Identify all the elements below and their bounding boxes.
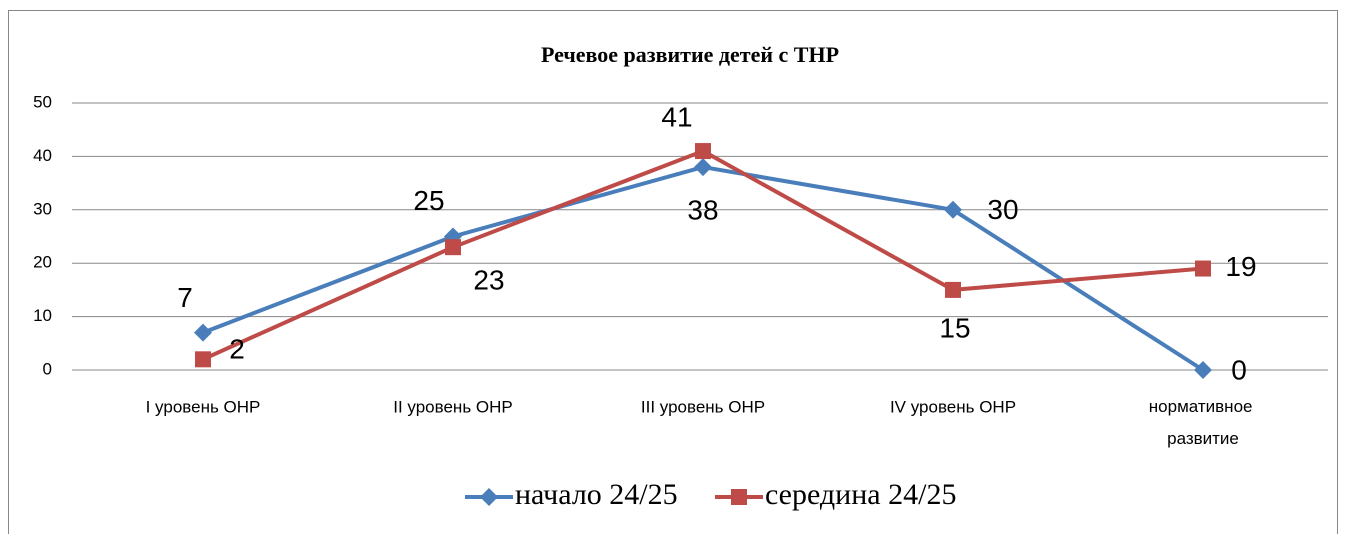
point bbox=[194, 323, 212, 342]
chart-title: Речевое развитие детей с ТНР bbox=[541, 42, 839, 67]
data-label: 23 bbox=[473, 265, 504, 296]
data-label: 41 bbox=[661, 101, 692, 132]
data-label: 30 bbox=[987, 194, 1018, 225]
x-tick-label: I уровень ОНР bbox=[146, 397, 261, 416]
x-tick-line: развитие bbox=[1167, 429, 1239, 448]
x-tick-line: нормативное bbox=[1149, 397, 1257, 416]
series-line bbox=[202, 149, 1204, 362]
point bbox=[945, 281, 961, 298]
point bbox=[1194, 361, 1212, 379]
data-label: 38 bbox=[687, 194, 718, 225]
data-label: 2 bbox=[229, 334, 245, 365]
y-tick-label: 40 bbox=[33, 146, 52, 165]
x-tick-label: II уровень ОНР bbox=[393, 397, 513, 416]
data-label: 25 bbox=[413, 185, 444, 216]
point bbox=[1195, 260, 1211, 277]
chart-frame bbox=[8, 10, 1338, 534]
y-tick-label: 20 bbox=[33, 253, 52, 272]
data-label: 19 bbox=[1225, 251, 1256, 282]
legend-label: начало 24/25 bbox=[515, 478, 678, 511]
point bbox=[695, 143, 711, 160]
legend-label: середина 24/25 bbox=[765, 478, 956, 511]
data-label: 0 bbox=[1231, 354, 1247, 385]
point bbox=[944, 200, 962, 219]
point bbox=[445, 239, 461, 256]
x-tick-label: III уровень ОНР bbox=[641, 397, 765, 416]
point bbox=[694, 158, 712, 177]
y-tick-label: 10 bbox=[33, 306, 52, 325]
x-tick-label: нормативное развитие bbox=[1149, 397, 1257, 448]
point bbox=[195, 351, 211, 368]
data-label: 7 bbox=[177, 282, 193, 313]
y-tick-label: 30 bbox=[33, 199, 52, 218]
y-tick-label: 50 bbox=[33, 92, 52, 111]
x-tick-label: IV уровень ОНР bbox=[890, 397, 1016, 416]
legend-marker bbox=[480, 488, 498, 506]
legend-marker bbox=[731, 489, 747, 505]
y-tick-label: 0 bbox=[43, 359, 52, 378]
data-label: 15 bbox=[939, 312, 970, 343]
